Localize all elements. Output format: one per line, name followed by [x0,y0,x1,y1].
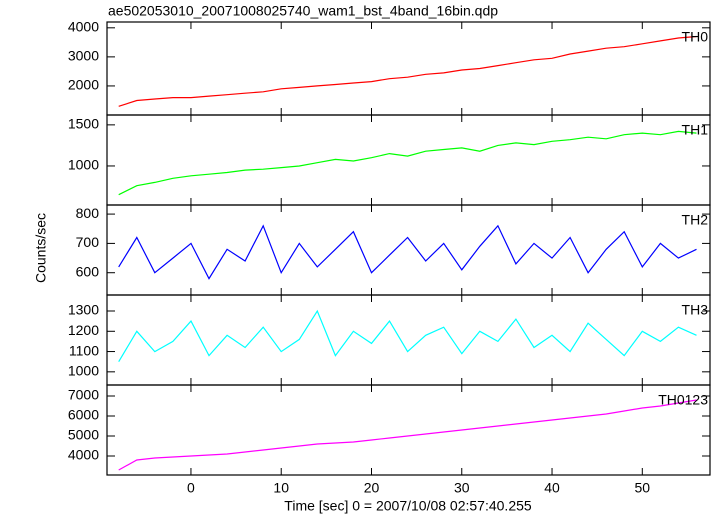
data-line [118,130,697,196]
y-tick-label: 4000 [68,19,99,35]
y-tick-label: 600 [76,263,100,279]
y-tick-label: 1000 [68,157,99,173]
series-label: TH0123 [658,392,708,408]
x-tick-label: 0 [187,480,195,496]
y-tick-label: 1500 [68,116,99,132]
x-tick-label: 40 [544,480,560,496]
series-label: TH0 [682,29,709,45]
y-tick-label: 6000 [68,407,99,423]
panel-frame [106,204,711,296]
y-tick-label: 1000 [68,363,99,379]
panel-frame [106,114,711,206]
y-axis-label: Counts/sec [33,213,49,283]
y-tick-label: 3000 [68,48,99,64]
panel-frame [106,384,711,476]
y-tick-label: 1100 [69,342,99,358]
y-tick-label: 2000 [68,77,99,93]
y-tick-label: 1300 [68,302,99,318]
x-tick-label: 10 [273,480,289,496]
panel-frame [106,294,711,386]
x-axis-label: Time [sec] 0 = 2007/10/08 02:57:40.255 [284,498,532,514]
data-line [118,35,697,107]
y-tick-label: 5000 [68,427,99,443]
y-tick-label: 4000 [68,447,99,463]
panel-frame [106,21,711,116]
chart-title: ae502053010_20071008025740_wam1_bst_4ban… [108,3,498,19]
y-tick-label: 7000 [68,387,99,403]
data-line [118,309,697,363]
series-label: TH2 [682,212,709,228]
x-tick-label: 30 [454,480,470,496]
data-line [118,399,697,471]
y-tick-label: 1200 [68,322,99,338]
y-tick-label: 700 [76,234,100,250]
y-tick-label: 800 [76,205,100,221]
x-tick-label: 20 [364,480,380,496]
series-label: TH1 [682,122,709,138]
series-label: TH3 [682,302,709,318]
data-line [118,224,697,280]
x-tick-label: 50 [635,480,651,496]
